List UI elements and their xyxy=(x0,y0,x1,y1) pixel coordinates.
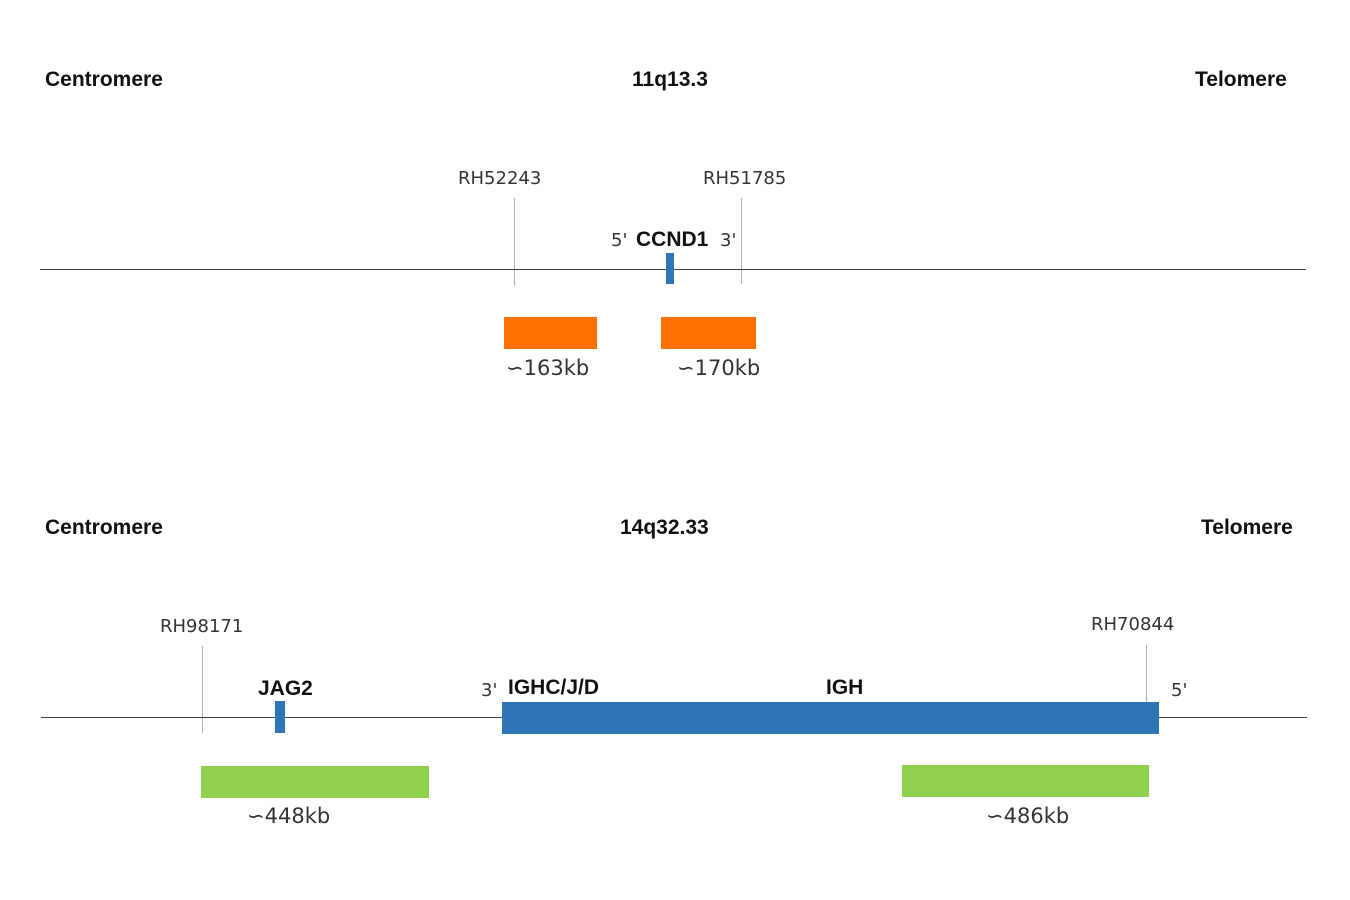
probe-bar xyxy=(902,765,1149,797)
band-label: 11q13.3 xyxy=(632,68,708,91)
three-prime-label: 3' xyxy=(720,230,737,251)
five-prime-label: 5' xyxy=(611,230,628,251)
marker-tick xyxy=(202,646,203,733)
probe-size-label: ∽486kb xyxy=(986,804,1070,828)
probe-bar xyxy=(504,317,597,349)
probe-bar xyxy=(661,317,756,349)
ighcjd-label: IGHC/J/D xyxy=(508,676,600,699)
marker-label: RH70844 xyxy=(1091,614,1175,635)
probe-bar xyxy=(201,766,429,798)
marker-label: RH98171 xyxy=(160,616,244,637)
gene-igh-block xyxy=(502,702,1159,734)
gene-jag2-block xyxy=(275,701,285,733)
marker-tick xyxy=(1146,645,1147,734)
gene-ccnd1-label: CCND1 xyxy=(636,228,709,251)
marker-label: RH52243 xyxy=(458,168,542,189)
band-label: 14q32.33 xyxy=(620,516,709,539)
igh-label: IGH xyxy=(826,676,864,699)
telomere-label: Telomere xyxy=(1201,516,1293,539)
approx-icon: ∽ xyxy=(506,356,524,380)
approx-icon: ∽ xyxy=(247,804,265,828)
probe-size-label: ∽448kb xyxy=(247,804,331,828)
centromere-label: Centromere xyxy=(45,68,163,91)
approx-icon: ∽ xyxy=(986,804,1004,828)
probe-size-label: ∽170kb xyxy=(677,356,761,380)
marker-tick xyxy=(741,198,742,284)
telomere-label: Telomere xyxy=(1195,68,1287,91)
gene-ccnd1-block xyxy=(666,253,674,284)
approx-icon: ∽ xyxy=(677,356,695,380)
three-prime-label: 3' xyxy=(481,680,498,701)
marker-tick xyxy=(514,198,515,286)
centromere-label: Centromere xyxy=(45,516,163,539)
gene-jag2-label: JAG2 xyxy=(258,677,313,700)
marker-label: RH51785 xyxy=(703,168,787,189)
five-prime-label: 5' xyxy=(1171,680,1188,701)
probe-size-label: ∽163kb xyxy=(506,356,590,380)
